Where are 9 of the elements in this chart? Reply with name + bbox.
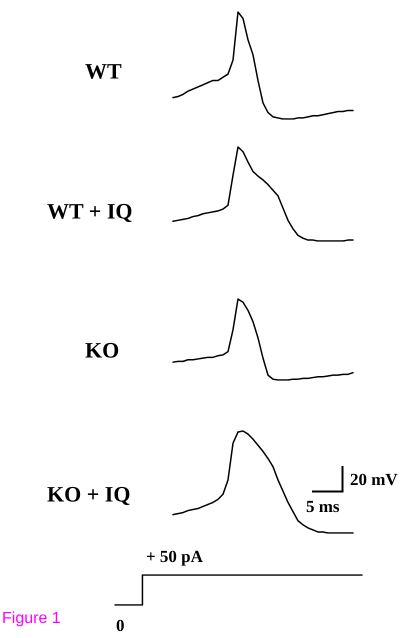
annotation: 20 mV — [350, 470, 398, 489]
text: WT + IQ — [47, 198, 132, 224]
caption: Figure 1 — [2, 610, 61, 627]
text: KO + IQ — [47, 482, 130, 506]
text: KO — [85, 338, 120, 362]
text: 0 — [116, 616, 124, 635]
annotation: 5 ms — [306, 497, 340, 516]
text: + 50 pA — [146, 547, 203, 566]
text: WT — [85, 58, 122, 84]
